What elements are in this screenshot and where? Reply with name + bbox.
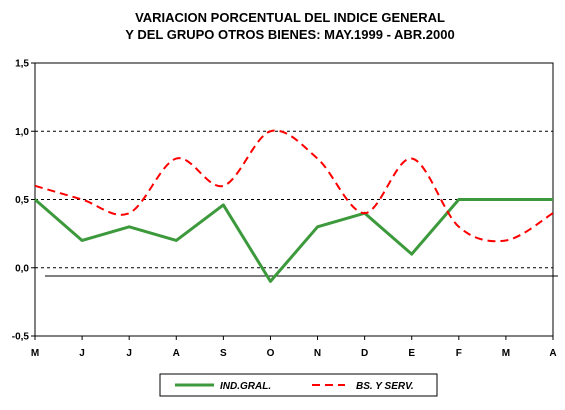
x-tick-label-9: F: [456, 348, 462, 359]
series-line-1: [34, 129, 554, 243]
x-tick-label-6: N: [314, 348, 321, 359]
series-1-point-9: [457, 225, 460, 228]
y-tick-label-1: 0,0: [15, 263, 29, 274]
x-tick-label-2: J: [126, 348, 132, 359]
y-tick-label-0: -0,5: [12, 332, 30, 343]
series-0-point-2: [128, 225, 131, 228]
series-1-point-5: [269, 130, 272, 133]
legend-label-bs-y-serv: BS. Y SERV.: [356, 381, 414, 392]
legend-box: [159, 373, 438, 397]
chart-subtitle: Y DEL GRUPO OTROS BIENES: MAY.1999 - ABR…: [125, 27, 454, 42]
series-1-point-6: [316, 157, 319, 160]
y-tick-label-3: 1,0: [15, 127, 29, 138]
y-axis: -0,5 0,0 0,5 1,0 1,5: [12, 59, 35, 343]
x-tick-label-3: A: [173, 348, 180, 359]
series-0-point-8: [410, 253, 413, 256]
series-1-point-8: [410, 157, 413, 160]
series-0-point-11: [552, 198, 555, 201]
x-tick-label-11: A: [549, 348, 556, 359]
series-0-point-3: [175, 239, 178, 242]
x-tick-label-7: D: [361, 348, 368, 359]
series-1-point-3: [175, 157, 178, 160]
series-0-point-1: [81, 239, 84, 242]
series-1-point-4: [222, 184, 225, 187]
series-0-point-9: [457, 198, 460, 201]
gridlines: [35, 130, 553, 269]
x-tick-label-10: M: [502, 348, 510, 359]
series-0-point-0: [34, 198, 37, 201]
series-1-point-1: [81, 198, 84, 201]
series-0-point-10: [504, 198, 507, 201]
x-tick-label-0: M: [31, 348, 39, 359]
y-tick-label-2: 0,5: [15, 195, 29, 206]
x-tick-label-4: S: [220, 348, 227, 359]
x-tick-label-1: J: [79, 348, 85, 359]
series-1-point-7: [363, 212, 366, 215]
series-line-0: [34, 198, 553, 283]
series-0-point-5: [269, 280, 272, 283]
series-1-point-0: [34, 184, 37, 187]
x-tick-label-5: O: [267, 348, 275, 359]
legend-label-ind-gral: IND.GRAL.: [220, 381, 271, 392]
series-1-point-2: [128, 212, 131, 215]
series-1-point-11: [552, 212, 555, 215]
series-0-point-6: [316, 225, 319, 228]
legend: IND.GRAL. BS. Y SERV.: [159, 373, 438, 397]
x-tick-label-8: E: [408, 348, 415, 359]
y-tick-label-4: 1,5: [15, 59, 29, 70]
series-1-point-10: [504, 239, 507, 242]
series-lines: [34, 129, 555, 283]
chart-title: VARIACION PORCENTUAL DEL INDICE GENERAL: [135, 10, 445, 25]
series-0-point-4: [222, 203, 225, 206]
